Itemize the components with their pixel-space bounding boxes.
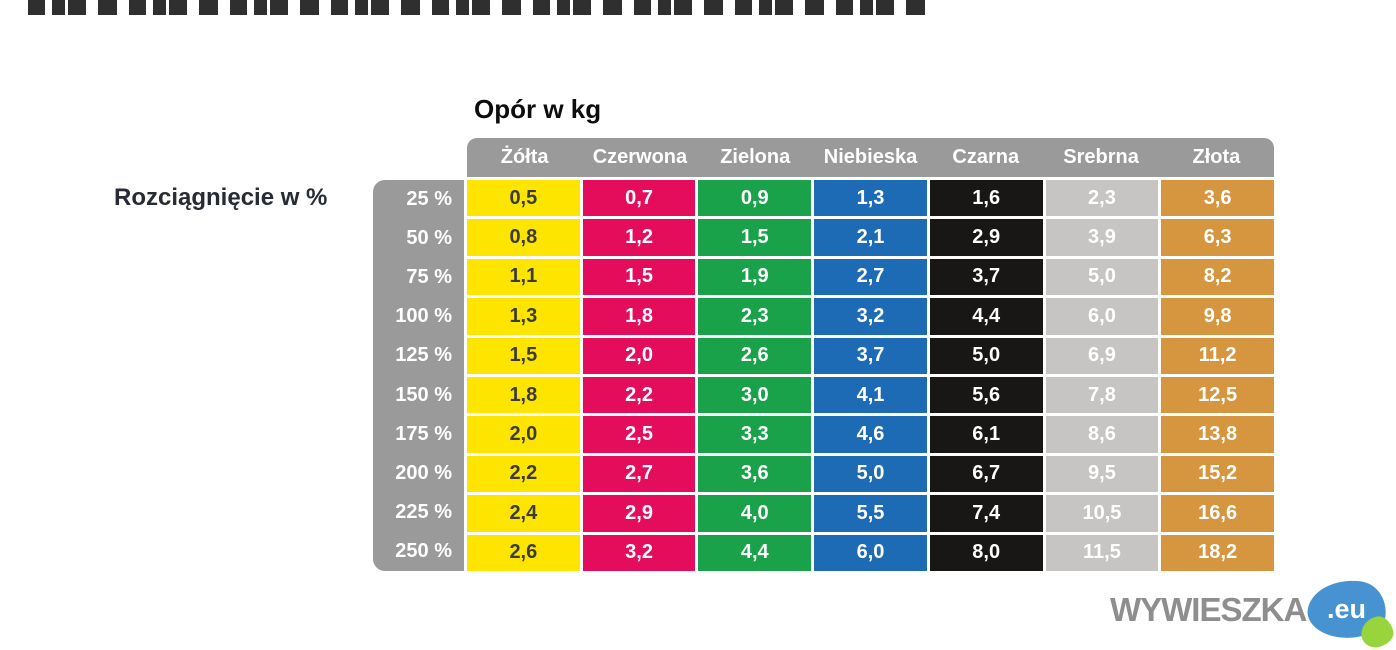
value-cell-niebieska: 5,0 <box>814 455 927 493</box>
value-cell-zolta: 1,1 <box>467 258 580 296</box>
value-cell-niebieska: 2,1 <box>814 219 927 256</box>
value-cell-czarna: 6,1 <box>929 416 1043 453</box>
value-cell-czarna: 6,7 <box>929 455 1043 493</box>
value-cell-srebrna: 9,5 <box>1045 455 1159 493</box>
column-header-czerwona: Czerwona <box>592 146 688 168</box>
value-cell-zolta: 2,0 <box>467 416 580 453</box>
row-label: 25 % <box>406 188 452 211</box>
value-cell-zielona: 2,6 <box>698 337 812 374</box>
row-label: 50 % <box>406 227 452 250</box>
value-cell-zolta: 2,4 <box>467 495 580 532</box>
value-cell-czerwona: 1,5 <box>582 258 696 296</box>
value-cell-zolta: 1,3 <box>467 298 580 335</box>
value-cell-zielona: 1,5 <box>698 219 812 256</box>
value-cell-niebieska: 5,5 <box>814 495 927 532</box>
value-cell-czarna: 1,6 <box>929 180 1043 217</box>
value-cell-zolta: 1,8 <box>467 377 580 414</box>
value-cell-niebieska: 3,7 <box>814 337 927 374</box>
value-cell-srebrna: 8,6 <box>1045 416 1159 453</box>
value-cell-srebrna: 5,0 <box>1045 258 1159 296</box>
value-cell-zlota: 12,5 <box>1161 377 1274 414</box>
stretch-axis-label: Rozciągnięcie w % <box>114 184 328 211</box>
value-cell-zielona: 4,0 <box>698 495 812 532</box>
cropped-text-strip <box>28 0 936 15</box>
row-label: 75 % <box>406 266 452 289</box>
value-cell-zlota: 11,2 <box>1161 337 1274 374</box>
value-cell-zlota: 9,8 <box>1161 298 1274 335</box>
value-cell-czerwona: 0,7 <box>582 180 696 217</box>
value-cell-niebieska: 6,0 <box>814 534 927 571</box>
value-cell-zolta: 2,6 <box>467 534 580 571</box>
value-cell-zielona: 3,3 <box>698 416 812 453</box>
value-cell-niebieska: 2,7 <box>814 258 927 296</box>
value-cell-czarna: 7,4 <box>929 495 1043 532</box>
row-label: 125 % <box>395 344 452 367</box>
value-cell-zlota: 18,2 <box>1161 534 1274 571</box>
value-cell-czerwona: 2,2 <box>582 377 696 414</box>
value-cell-czerwona: 2,5 <box>582 416 696 453</box>
value-cell-czerwona: 1,2 <box>582 219 696 256</box>
row-label: 200 % <box>395 461 452 484</box>
column-header-srebrna: Srebrna <box>1063 146 1139 168</box>
value-cell-czarna: 5,0 <box>929 337 1043 374</box>
value-cell-zolta: 2,2 <box>467 455 580 493</box>
data-grid: 0,5 0,7 0,9 1,3 1,6 2,3 3,6 0,8 1,2 1,5 2,1 2,9 3,9 6… <box>467 180 1274 571</box>
value-cell-czerwona: 2,7 <box>582 455 696 493</box>
value-cell-zielona: 0,9 <box>698 180 812 217</box>
value-cell-zielona: 3,6 <box>698 455 812 493</box>
row-label: 250 % <box>395 539 452 562</box>
value-cell-czarna: 2,9 <box>929 219 1043 256</box>
value-cell-srebrna: 6,0 <box>1045 298 1159 335</box>
value-cell-niebieska: 3,2 <box>814 298 927 335</box>
value-cell-zlota: 6,3 <box>1161 219 1274 256</box>
value-cell-niebieska: 1,3 <box>814 180 927 217</box>
value-cell-zielona: 2,3 <box>698 298 812 335</box>
value-cell-zlota: 16,6 <box>1161 495 1274 532</box>
row-label: 175 % <box>395 422 452 445</box>
value-cell-zolta: 0,5 <box>467 180 580 217</box>
logo-tld: .eu <box>1327 593 1367 624</box>
logo-text: WYWIESZKA <box>1110 590 1307 628</box>
row-label: 225 % <box>395 500 452 523</box>
value-cell-czerwona: 1,8 <box>582 298 696 335</box>
column-header-czarna: Czarna <box>952 146 1020 168</box>
chart-title: Opór w kg <box>474 94 602 124</box>
value-cell-srebrna: 11,5 <box>1045 534 1159 571</box>
row-label: 150 % <box>395 383 452 406</box>
value-cell-zielona: 1,9 <box>698 258 812 296</box>
value-cell-srebrna: 10,5 <box>1045 495 1159 532</box>
value-cell-czarna: 8,0 <box>929 534 1043 571</box>
row-label-column: 25 % 50 % 75 % 100 % 125 % 150 % 175 % 200 % 225… <box>373 180 464 571</box>
value-cell-srebrna: 3,9 <box>1045 219 1159 256</box>
column-header-niebieska: Niebieska <box>823 146 918 168</box>
value-cell-czarna: 5,6 <box>929 377 1043 414</box>
column-header-row: Żółta Czerwona Zielona Niebieska Czarna Srebr… <box>467 138 1274 177</box>
row-label: 100 % <box>395 305 452 328</box>
column-header-zielona: Zielona <box>720 146 791 168</box>
column-header-zolta: Żółta <box>500 146 549 168</box>
value-cell-zielona: 3,0 <box>698 377 812 414</box>
value-cell-zielona: 4,4 <box>698 534 812 571</box>
wywieszka-logo: WYWIESZKA .eu <box>1110 576 1396 650</box>
value-cell-srebrna: 7,8 <box>1045 377 1159 414</box>
value-cell-niebieska: 4,6 <box>814 416 927 453</box>
value-cell-czerwona: 2,0 <box>582 337 696 374</box>
value-cell-niebieska: 4,1 <box>814 377 927 414</box>
value-cell-srebrna: 6,9 <box>1045 337 1159 374</box>
value-cell-czarna: 4,4 <box>929 298 1043 335</box>
value-cell-srebrna: 2,3 <box>1045 180 1159 217</box>
column-header-zlota: Złota <box>1192 146 1241 168</box>
value-cell-czarna: 3,7 <box>929 258 1043 296</box>
value-cell-zolta: 0,8 <box>467 219 580 256</box>
value-cell-zlota: 3,6 <box>1161 180 1274 217</box>
value-cell-zlota: 13,8 <box>1161 416 1274 453</box>
value-cell-czerwona: 3,2 <box>582 534 696 571</box>
value-cell-zlota: 8,2 <box>1161 258 1274 296</box>
value-cell-zolta: 1,5 <box>467 337 580 374</box>
value-cell-czerwona: 2,9 <box>582 495 696 532</box>
value-cell-zlota: 15,2 <box>1161 455 1274 493</box>
